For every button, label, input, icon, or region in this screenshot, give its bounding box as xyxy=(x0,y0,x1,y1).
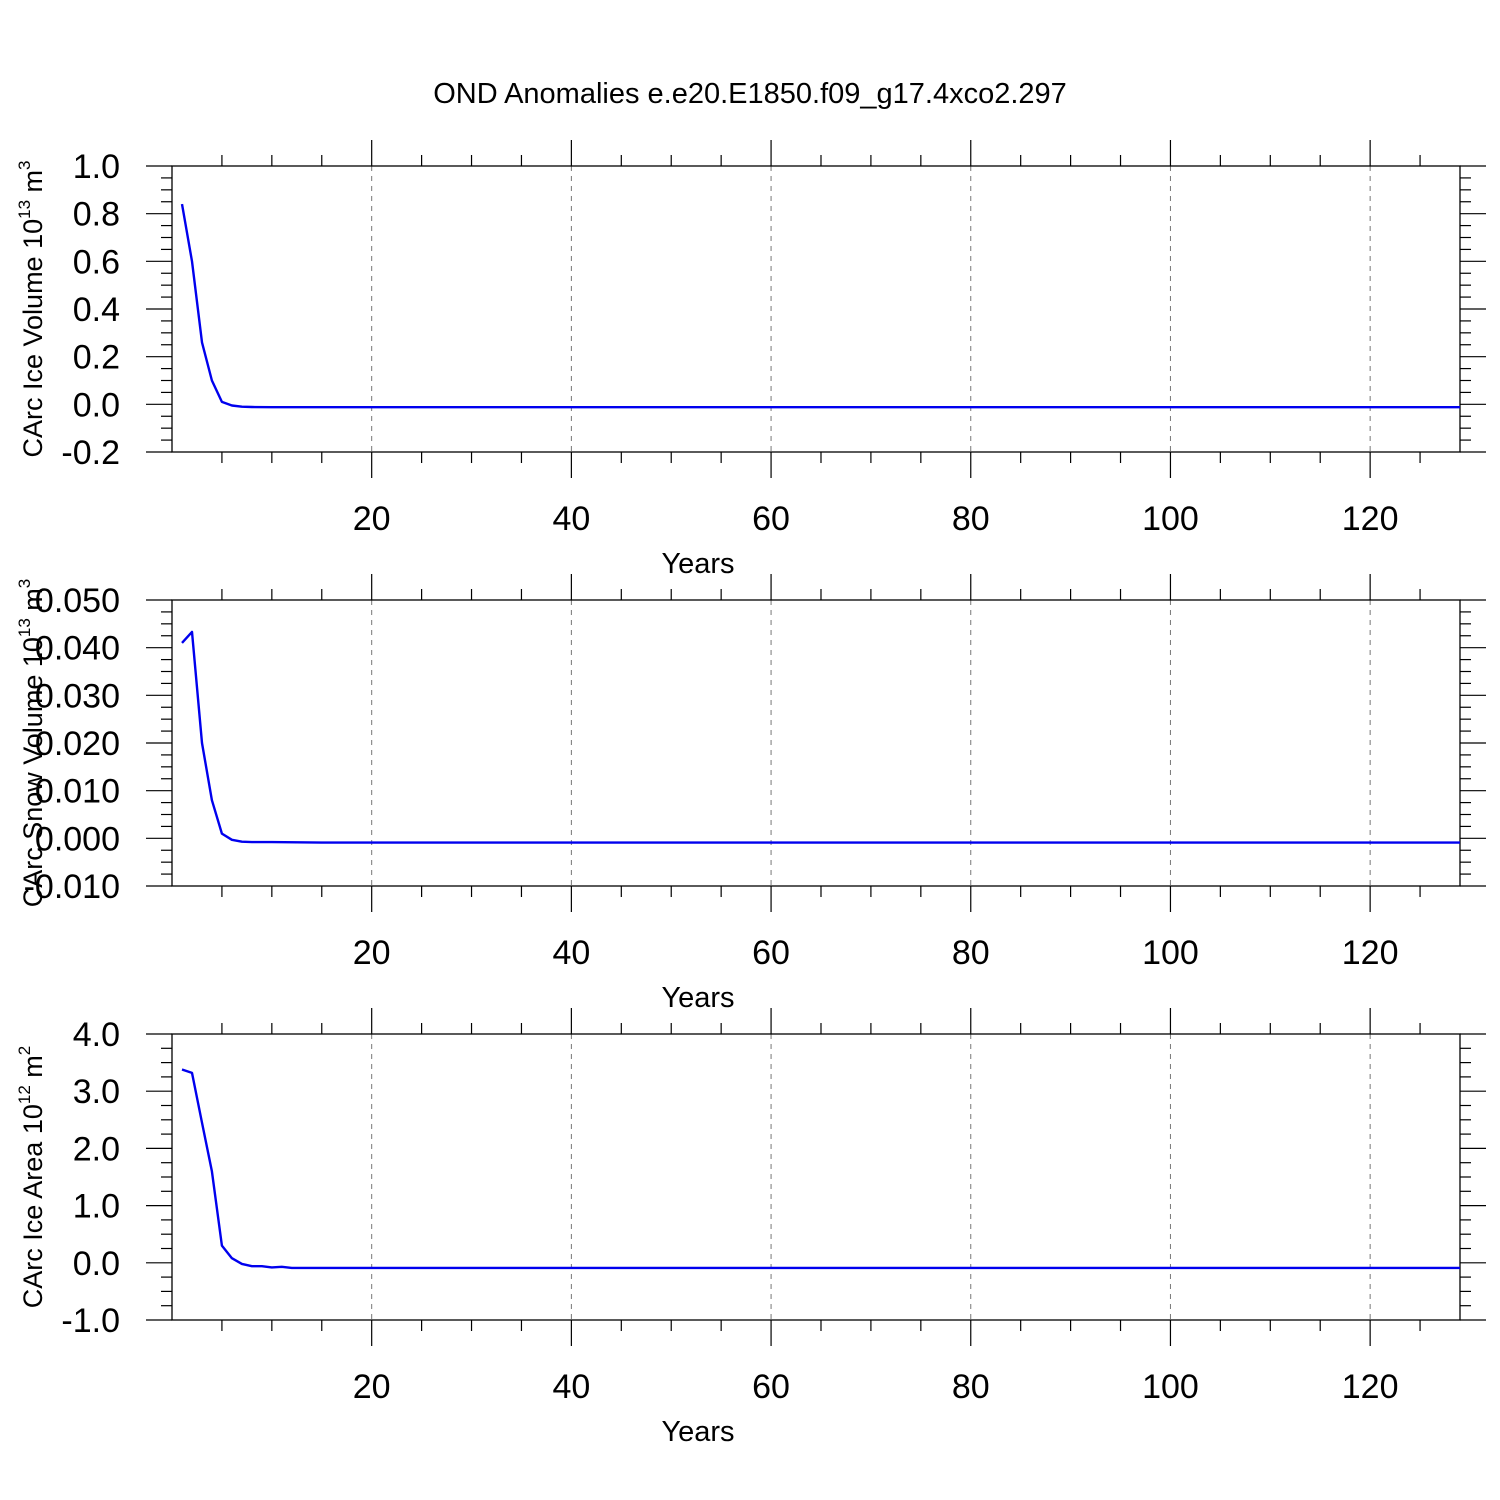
x-tick-label: 100 xyxy=(1142,1368,1199,1406)
y-axis-label-superscript: 2 xyxy=(15,1046,34,1055)
y-tick-label: 4.0 xyxy=(73,1016,120,1054)
y-tick-label: 0.2 xyxy=(73,339,120,377)
series-line-1 xyxy=(181,1068,1460,1270)
y-tick-label: 0.0 xyxy=(73,386,120,424)
x-tick-label: 20 xyxy=(353,500,391,538)
x-tick-label: 20 xyxy=(353,934,391,972)
x-tick-label: 120 xyxy=(1342,934,1399,972)
x-tick-label: 60 xyxy=(752,500,790,538)
panel-3: -1.0 0.0 1.0 2.0 3.0 4.0 20 40 60 80 100 120 Years CA… xyxy=(15,1008,1486,1448)
y-axis-label-superscript: 13 xyxy=(15,200,34,219)
y-axis-label-superscript: 13 xyxy=(15,618,34,637)
y-tick-label: 0.4 xyxy=(73,291,120,329)
x-axis-label: Years xyxy=(661,1416,734,1448)
x-tick-label: 20 xyxy=(353,1368,391,1406)
y-tick-label: 0.0 xyxy=(73,1245,120,1283)
x-tick-label: 80 xyxy=(952,934,990,972)
x-tick-label: 120 xyxy=(1342,1368,1399,1406)
chart-title: OND Anomalies e.e20.E1850.f09_g17.4xco2.… xyxy=(433,78,1067,110)
y-tick-label: 0.040 xyxy=(35,630,120,668)
x-tick-label: 40 xyxy=(552,1368,590,1406)
y-tick-label: 0.020 xyxy=(35,725,120,763)
plot-frame xyxy=(171,165,1461,453)
series-line-1 xyxy=(180,203,1460,409)
x-tick-label: 80 xyxy=(952,500,990,538)
y-tick-label: 2.0 xyxy=(73,1130,120,1168)
plot-frame xyxy=(171,599,1461,887)
x-axis-label: Years xyxy=(661,982,734,1014)
plot-frame xyxy=(171,1033,1461,1321)
x-tick-label: 120 xyxy=(1342,500,1399,538)
y-tick-label: -1.0 xyxy=(61,1302,120,1340)
y-axis-label-part: CArc Ice Volume 10 xyxy=(18,219,48,458)
y-tick-label: -0.010 xyxy=(24,868,120,906)
x-axis-label: Years xyxy=(661,548,734,580)
y-tick-label: 1.0 xyxy=(73,1188,120,1226)
y-axis-label: CArc Ice Volume 1013 m3 xyxy=(15,160,48,457)
y-axis-label-part: m xyxy=(18,1055,48,1085)
y-axis-label-superscript: 3 xyxy=(15,579,34,588)
y-axis-label-superscript: 3 xyxy=(15,160,34,169)
y-axis-label-part: m xyxy=(18,170,48,200)
y-tick-label: 0.050 xyxy=(35,582,120,620)
panel-1: -0.2 0.0 0.2 0.4 0.6 0.8 1.0 20 40 60 80 100 120 Year… xyxy=(15,140,1486,580)
y-tick-label: 1.0 xyxy=(73,148,120,186)
x-tick-label: 40 xyxy=(552,500,590,538)
y-tick-label: 0.6 xyxy=(73,243,120,281)
series-line-1 xyxy=(181,630,1460,844)
y-axis-label-superscript: 12 xyxy=(15,1085,34,1104)
x-tick-label: 40 xyxy=(552,934,590,972)
x-tick-label: 60 xyxy=(752,934,790,972)
y-axis-label-part: CArc Snow Volume 10 xyxy=(18,637,48,907)
y-tick-label: 3.0 xyxy=(73,1073,120,1111)
y-axis-label: CArc Snow Volume 1013 m3 xyxy=(15,579,48,908)
x-tick-label: 60 xyxy=(752,1368,790,1406)
y-tick-label: 0.010 xyxy=(35,773,120,811)
y-axis-label-part: m xyxy=(18,588,48,618)
y-tick-label: -0.2 xyxy=(61,434,120,472)
x-tick-label: 100 xyxy=(1142,500,1199,538)
x-tick-label: 80 xyxy=(952,1368,990,1406)
y-tick-label: 0.8 xyxy=(73,196,120,234)
y-axis-label: CArc Ice Area 1012 m2 xyxy=(15,1046,48,1309)
panel-2: -0.010 0.000 0.010 0.020 0.030 0.040 0.050 20 40… xyxy=(15,574,1486,1014)
y-tick-label: 0.030 xyxy=(35,677,120,715)
y-tick-label: 0.000 xyxy=(35,820,120,858)
y-axis-label-part: CArc Ice Area 10 xyxy=(18,1104,48,1308)
x-tick-label: 100 xyxy=(1142,934,1199,972)
